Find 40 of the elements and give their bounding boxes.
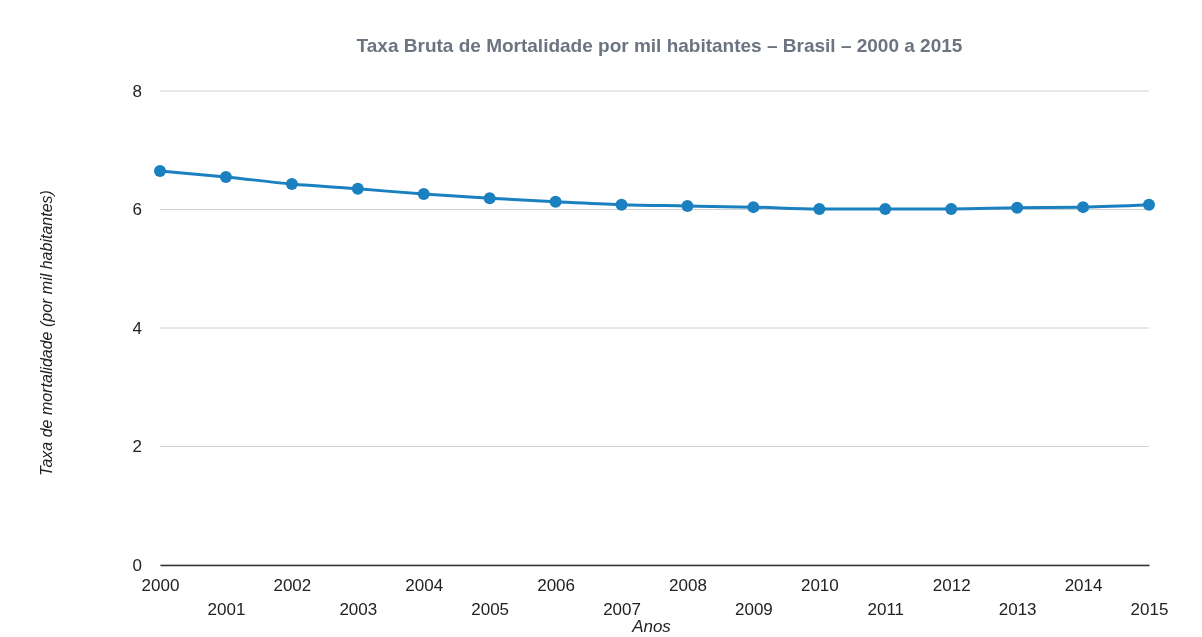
point (285, 178, 298, 191)
y-axis-title: Taxa de mortalidade (por mil habitantes) (38, 190, 55, 476)
y-tick-label: 6 (132, 200, 142, 220)
y-tick-label: 8 (132, 81, 142, 101)
x-axis-title: Anos (631, 617, 672, 636)
x-tick-label: 2002 (273, 576, 312, 596)
x-tick-label: 2003 (339, 599, 378, 619)
point (615, 198, 628, 211)
point (417, 188, 430, 201)
x-tick-label: 2004 (405, 576, 444, 596)
x-tick-label: 2012 (932, 576, 971, 596)
point (1011, 201, 1024, 214)
point (483, 192, 496, 205)
x-tick-label: 2001 (207, 599, 246, 619)
point (1143, 198, 1155, 211)
y-tick-label: 4 (132, 318, 142, 338)
x-tick-label: 2015 (1130, 599, 1169, 619)
x-tick-label: 2008 (669, 576, 707, 596)
point (1077, 201, 1090, 214)
y-tick-label: 0 (132, 555, 142, 575)
point (813, 202, 826, 215)
x-tick-label: 2005 (471, 599, 510, 619)
x-tick-label: 2011 (867, 599, 905, 619)
x-tick-label: 2006 (537, 576, 576, 596)
x-tick-label: 2007 (603, 599, 641, 619)
point (154, 164, 166, 177)
x-tick-label: 2009 (734, 599, 773, 619)
x-tick-label: 2010 (800, 576, 839, 596)
point (549, 195, 562, 208)
point (219, 170, 232, 183)
point (879, 202, 892, 215)
x-tick-label: 2000 (141, 576, 180, 596)
point (681, 199, 694, 212)
x-tick-label: 2014 (1064, 576, 1103, 596)
point (747, 201, 760, 214)
y-tick-label: 2 (132, 437, 142, 457)
point (351, 182, 364, 195)
x-tick-label: 2013 (998, 599, 1037, 619)
chart-title: Taxa Bruta de Mortalidade por mil habitantes – Brasil – 2000 a 2015 (356, 35, 963, 56)
point (945, 202, 958, 215)
